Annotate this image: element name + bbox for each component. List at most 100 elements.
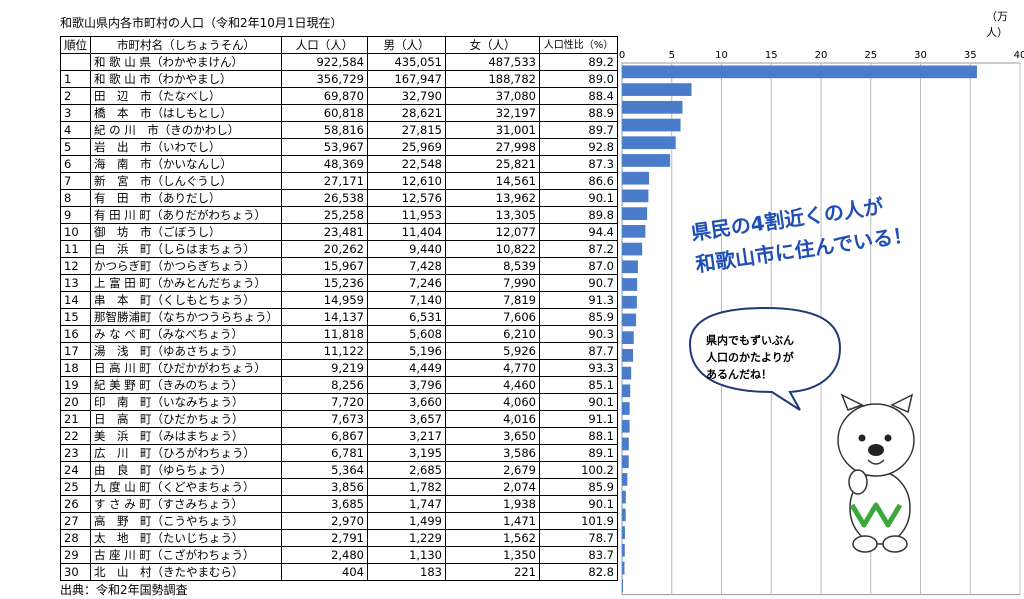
bar: 湯浅町 xyxy=(622,349,634,362)
cell-female: 14,561 xyxy=(445,172,540,190)
cell-ratio: 87.0 xyxy=(539,257,618,275)
mascot-foot-right xyxy=(882,535,908,553)
cell-female: 31,001 xyxy=(445,121,540,139)
cell-rank: 30 xyxy=(60,563,91,581)
bubble-line-2: 人口のかたよりが xyxy=(706,351,794,364)
mascot-foot-left xyxy=(852,535,878,553)
table-row: 13 上 富 田 町（かみとんだちょう） 15,236 7,246 7,990 90.7 xyxy=(60,274,618,292)
cell-female: 4,060 xyxy=(445,393,540,411)
bar: 串本町 xyxy=(622,295,637,309)
table-row: 11 白 浜 町（しらはまちょう） 20,262 9,440 10,822 87.2 xyxy=(60,240,618,258)
bubble-line-3: あるんだね！ xyxy=(706,368,772,381)
x-tick-label: 30 xyxy=(914,50,927,61)
cell-rank: 28 xyxy=(60,529,91,547)
cell-population: 27,171 xyxy=(281,172,368,190)
bar: 有田市 xyxy=(622,189,649,203)
cell-male: 167,947 xyxy=(367,70,446,88)
bar: 海南市 xyxy=(622,154,671,167)
cell-ratio: 91.1 xyxy=(539,410,618,428)
cell-ratio: 90.1 xyxy=(539,495,618,513)
x-tick-label: 5 xyxy=(669,50,675,61)
bar: 橋本市 xyxy=(622,100,683,114)
x-tick-label: 40 xyxy=(1014,50,1024,61)
cell-population: 8,256 xyxy=(281,376,368,394)
cell-female: 1,562 xyxy=(445,529,540,547)
cell-female: 7,819 xyxy=(445,291,540,309)
cell-rank: 19 xyxy=(60,376,91,394)
cell-population: 3,685 xyxy=(281,495,368,513)
cell-female: 27,998 xyxy=(445,138,540,156)
axis-unit-label: （万人） xyxy=(986,10,1008,39)
table-row: 12 かつらぎ町（かつらぎちょう） 15,967 7,428 8,539 87.0 xyxy=(60,257,618,275)
bar: 新宮市 xyxy=(622,171,650,185)
cell-rank: 13 xyxy=(60,274,91,292)
bar: 北山村 xyxy=(622,579,623,593)
bar: 由良町 xyxy=(622,473,628,486)
bar: 和歌山市 xyxy=(622,65,977,79)
cell-male: 7,246 xyxy=(367,274,446,292)
cell-name: 白 浜 町（しらはまちょう） xyxy=(90,240,282,258)
cell-male: 3,660 xyxy=(367,393,446,411)
bar: 田辺市 xyxy=(622,83,692,96)
cell-name: 有 田 川 町（ありだがわちょう） xyxy=(90,206,282,224)
mascot-eye-right xyxy=(884,434,892,442)
table-row: 25 九 度 山 町（くどやまちょう） 3,856 1,782 2,074 85.9 xyxy=(60,478,618,496)
cell-ratio: 90.3 xyxy=(539,325,618,343)
table-row: 22 美 浜 町（みはまちょう） 6,867 3,217 3,650 88.1 xyxy=(60,427,618,445)
cell-name: 有 田 市（ありだし） xyxy=(90,189,282,207)
cell-male: 3,657 xyxy=(367,410,446,428)
x-tick-label: 10 xyxy=(715,50,728,61)
table-row: 28 太 地 町（たいじちょう） 2,791 1,229 1,562 78.7 xyxy=(60,529,618,547)
cell-male: 1,130 xyxy=(367,546,446,564)
cell-male: 9,440 xyxy=(367,240,446,258)
table-row: 19 紀 美 野 町（きみのちょう） 8,256 3,796 4,460 85.1 xyxy=(60,376,618,394)
cell-population: 404 xyxy=(281,563,368,581)
cell-name: 和 歌 山 県（わかやまけん） xyxy=(90,53,282,71)
cell-ratio: 83.7 xyxy=(539,546,618,564)
mascot-mouth xyxy=(867,459,885,465)
cell-female: 1,938 xyxy=(445,495,540,513)
cell-name: 那智勝浦町（なちかつうらちょう） xyxy=(90,308,282,326)
mascot-w-mark xyxy=(849,502,903,528)
header-population: 人口（人） xyxy=(281,36,368,54)
cell-ratio: 82.8 xyxy=(539,563,618,581)
cell-male: 2,685 xyxy=(367,461,446,479)
speech-bubble xyxy=(688,306,842,411)
cell-population: 11,818 xyxy=(281,325,368,343)
cell-name: 橋 本 市（はしもとし） xyxy=(90,104,282,122)
cell-male: 12,576 xyxy=(367,189,446,207)
x-tick-label: 20 xyxy=(815,50,828,61)
cell-female: 188,782 xyxy=(445,70,540,88)
bar: 美浜町 xyxy=(622,437,629,451)
cell-population: 11,122 xyxy=(281,342,368,360)
table-row: 24 由 良 町（ゆらちょう） 5,364 2,685 2,679 100.2 xyxy=(60,461,618,479)
bar: 御坊市 xyxy=(622,224,646,238)
bar: 印南町 xyxy=(622,402,630,415)
bar: 高野町 xyxy=(622,526,625,539)
cell-population: 14,959 xyxy=(281,291,368,309)
x-tick-label: 15 xyxy=(765,50,778,61)
mascot-nose xyxy=(868,444,884,456)
cell-name: 由 良 町（ゆらちょう） xyxy=(90,461,282,479)
cell-ratio: 89.1 xyxy=(539,444,618,462)
table-body: 和 歌 山 県（わかやまけん） 922,584 435,051 487,533 89.2… xyxy=(60,53,618,581)
cell-male: 3,217 xyxy=(367,427,446,445)
cell-ratio: 89.8 xyxy=(539,206,618,224)
bar: 那智勝浦町 xyxy=(622,313,637,327)
table-row: 30 北 山 村（きたやまむら） 404 183 221 82.8 xyxy=(60,563,618,581)
cell-ratio: 87.7 xyxy=(539,342,618,360)
bubble-line-1: 県内でもずいぶん xyxy=(706,334,794,347)
cell-female: 10,822 xyxy=(445,240,540,258)
cell-name: 北 山 村（きたやまむら） xyxy=(90,563,282,581)
cell-population: 5,364 xyxy=(281,461,368,479)
source-note: 出典：令和2年国勢調査 xyxy=(60,583,188,597)
table-row: 17 湯 浅 町（ゆあさちょう） 11,122 5,196 5,926 87.7 xyxy=(60,342,618,360)
